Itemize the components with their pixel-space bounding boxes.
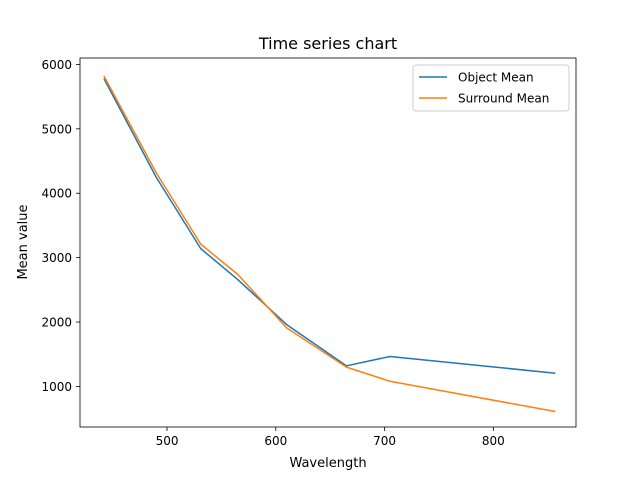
y-tick-label: 1000 — [41, 380, 72, 394]
x-axis-label: Wavelength — [289, 456, 366, 471]
x-tick-label: 800 — [482, 434, 505, 448]
x-tick-label: 600 — [264, 434, 287, 448]
x-tick-label: 700 — [373, 434, 396, 448]
y-tick-label: 6000 — [41, 58, 72, 72]
axes-frame — [79, 57, 577, 428]
plot-area: 500 600 700 800 1000 2000 3000 4000 5000 6000 — [41, 57, 577, 448]
chart-title: Time series chart — [258, 34, 397, 53]
legend: Object Mean Surround Mean — [412, 64, 570, 112]
legend-label-surround-mean: Surround Mean — [458, 92, 549, 106]
y-tick-label: 5000 — [41, 122, 72, 136]
legend-label-object-mean: Object Mean — [458, 71, 534, 85]
x-tick-label: 500 — [156, 434, 179, 448]
series-line-surround-mean — [103, 75, 556, 413]
legend-box — [412, 64, 570, 112]
y-tick-label: 2000 — [41, 316, 72, 330]
y-tick-label: 3000 — [41, 251, 72, 265]
y-tick-label: 4000 — [41, 187, 72, 201]
y-axis-label: Mean value — [16, 204, 31, 279]
